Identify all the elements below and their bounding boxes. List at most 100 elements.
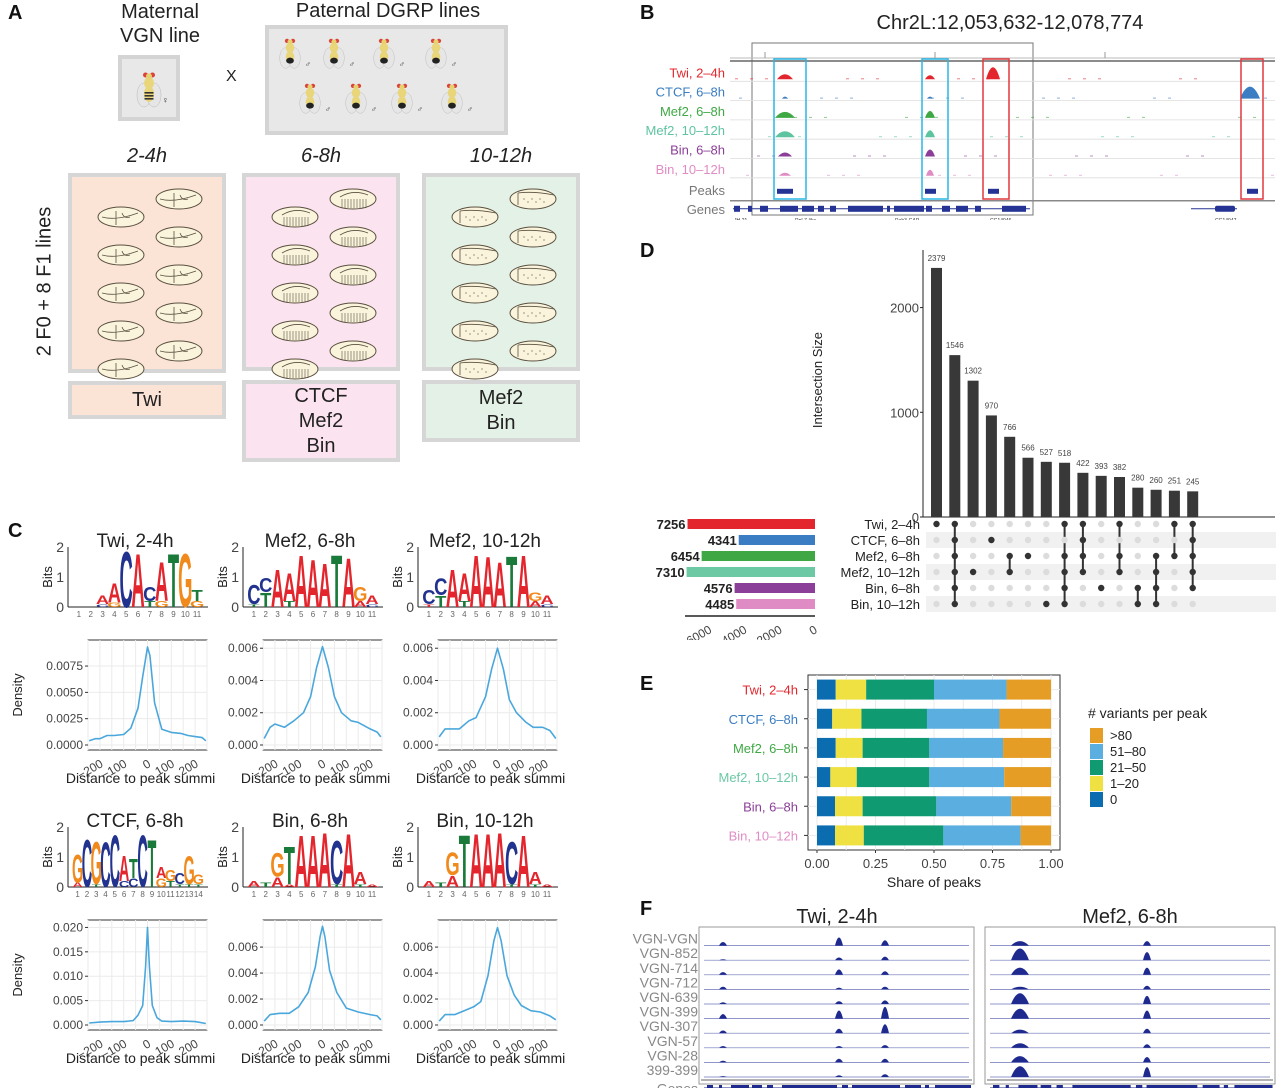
- motif-position: 10: [356, 610, 365, 619]
- membership-dot-empty: [988, 584, 995, 592]
- motif-letter: C: [434, 574, 447, 601]
- sample-label: VGN-28: [647, 1047, 698, 1063]
- motif-position: 1: [252, 610, 257, 619]
- ytick-label: 0.005: [53, 994, 83, 1008]
- gene-exon: [935, 1085, 971, 1088]
- membership-dot-filled: [1171, 520, 1178, 528]
- membership-dot-filled: [1006, 552, 1013, 560]
- motif-letter: T: [129, 853, 138, 884]
- set-label: Mef2, 6–8h: [855, 549, 920, 564]
- gene-exon: [1202, 1085, 1220, 1088]
- male-symbol: ♂: [371, 105, 377, 114]
- bar-value-label: 1546: [946, 341, 964, 350]
- motif-letter: T: [92, 884, 102, 889]
- signal-peak: [1011, 1043, 1029, 1048]
- signal-peak: [1143, 995, 1151, 1004]
- signal-peak: [1011, 993, 1029, 1004]
- set-size-value: 4485: [705, 597, 734, 612]
- gene-exon: [1056, 1085, 1063, 1088]
- signal-noise: [961, 97, 964, 99]
- gene-exon: [1215, 205, 1235, 212]
- signal-noise: [1042, 97, 1045, 99]
- membership-dot-filled: [1006, 568, 1013, 576]
- signal-peak: [719, 1060, 727, 1063]
- motif-position: 1: [252, 890, 257, 899]
- motif-letter: T: [284, 600, 296, 609]
- motif-letter: A: [517, 541, 530, 623]
- embryo-icon: [329, 264, 377, 286]
- membership-dot-filled: [951, 520, 958, 528]
- signal-peak: [719, 1076, 727, 1077]
- membership-dot-filled: [1079, 552, 1087, 560]
- panel-b-letter: B: [640, 2, 655, 24]
- density-line: [438, 926, 557, 1022]
- motif-title: Twi, 2-4h: [96, 531, 173, 552]
- stacked-segment: [835, 737, 863, 758]
- motif-letter: A: [354, 600, 367, 609]
- legend-label: 51–80: [1110, 744, 1146, 759]
- signal-peak: [1143, 952, 1151, 961]
- motif-letter: T: [355, 883, 366, 888]
- sample-label: VGN-714: [640, 960, 699, 976]
- male-fly-icon: [425, 38, 447, 69]
- membership-dot-empty: [1024, 584, 1032, 592]
- timepoint-label: 2-4h: [126, 145, 168, 167]
- intersection-bar: [1187, 491, 1199, 517]
- signal-peak: [881, 1000, 889, 1004]
- motif-letter: G: [154, 600, 168, 609]
- category-label: CTCF, 6–8h: [729, 712, 798, 727]
- signal-noise: [768, 136, 771, 138]
- gene-exon: [1005, 1085, 1009, 1088]
- signal-peak: [1011, 1029, 1029, 1034]
- stacked-segment: [817, 679, 836, 700]
- genes-label: Genes: [687, 202, 726, 217]
- signal-noise: [1064, 174, 1067, 176]
- membership-dot-filled: [1061, 552, 1068, 560]
- membership-dot-empty: [1098, 520, 1105, 528]
- gene-exon: [905, 1085, 921, 1088]
- membership-dot-empty: [1134, 568, 1141, 576]
- female-symbol: ♀: [162, 95, 169, 105]
- signal-noise: [1031, 116, 1034, 118]
- motif-ytick: 0: [406, 599, 414, 615]
- xtick-label: 0.00: [804, 856, 829, 871]
- ytick-label: 0.006: [228, 641, 258, 655]
- motif-letter: A: [295, 821, 308, 903]
- signal-peak: [1143, 941, 1151, 946]
- signal-noise: [739, 97, 742, 99]
- signal-peak: [1143, 1057, 1151, 1063]
- membership-dot-empty: [1043, 536, 1050, 544]
- factor-label: Bin: [486, 412, 516, 434]
- membership-dot-filled: [1189, 536, 1196, 544]
- embryo-icon: [451, 244, 499, 266]
- signal-peak: [719, 972, 727, 975]
- embryo-icon: [155, 226, 203, 248]
- motif-position: 10: [531, 890, 540, 899]
- motif-letter: C: [128, 876, 139, 890]
- membership-dot-filled: [1152, 552, 1160, 560]
- motif-title: Mef2, 6-8h: [265, 531, 356, 552]
- ytick-label: 0.000: [228, 1018, 258, 1032]
- membership-dot-empty: [1134, 552, 1141, 560]
- motif-letter: T: [435, 882, 447, 889]
- gene-exon: [707, 1085, 713, 1088]
- motif-position: 2: [89, 610, 94, 619]
- legend-swatch: [1090, 728, 1103, 743]
- track-label: Bin, 10–12h: [656, 162, 725, 177]
- motif-position: 2: [264, 610, 269, 619]
- highlight-box: [773, 58, 807, 200]
- set-size-bar: [736, 599, 815, 609]
- membership-dot-filled: [951, 584, 958, 592]
- signal-noise: [1253, 116, 1256, 118]
- ytick-label: 0.000: [53, 1018, 83, 1032]
- motif-ytick: 2: [231, 819, 239, 835]
- membership-dot-filled: [1079, 568, 1087, 576]
- bar-value-label: 422: [1076, 459, 1090, 468]
- motif-letter: A: [318, 551, 331, 620]
- gene-exon: [802, 205, 814, 212]
- signal-peak: [1143, 1028, 1151, 1034]
- embryo-box: [242, 173, 400, 380]
- motif-ytick: 0: [231, 879, 239, 895]
- gene-exon: [925, 1085, 929, 1088]
- motif-position: 7: [323, 610, 328, 619]
